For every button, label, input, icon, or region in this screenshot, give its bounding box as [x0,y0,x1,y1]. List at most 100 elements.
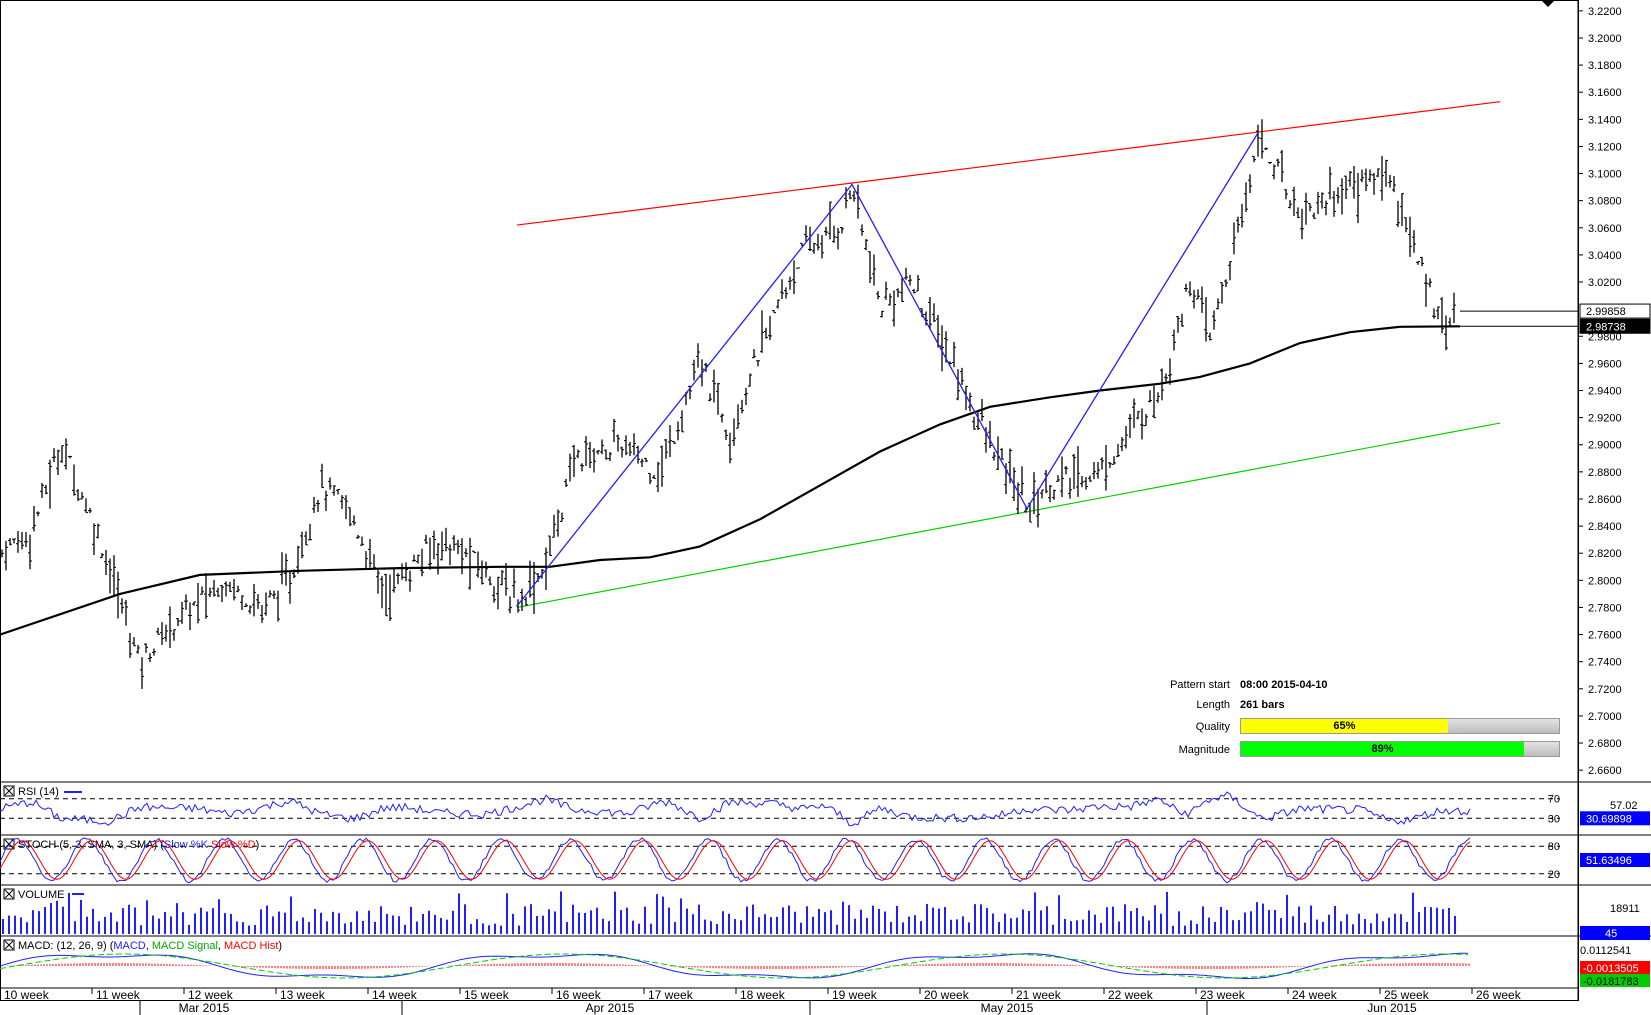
week-label: 21 week [1016,988,1062,1002]
stoch-level-label: 20 [1548,869,1560,881]
magnitude-percent: 89% [1371,743,1394,755]
price-tick-label: 2.9600 [1588,358,1622,370]
stoch-level-label: 80 [1548,841,1560,853]
week-label: 18 week [740,988,786,1002]
price-tick-label: 2.7800 [1588,602,1622,614]
stoch-panel: STOCH (5, 3, SMA, 3, SMA) (Slow %K Slow … [3,838,259,851]
current-price-label-box [1579,303,1651,319]
price-tick-label: 2.8400 [1588,521,1622,533]
pattern-start-label: Pattern start [1170,679,1230,691]
week-label: 20 week [924,988,970,1002]
collapse-triangle-icon[interactable] [1541,0,1555,7]
moving-average-line [0,325,1461,636]
rsi-level-label: 70 [1548,794,1560,806]
week-label: 23 week [1200,988,1246,1002]
price-tick-label: 2.8800 [1588,467,1622,479]
price-tick-label: 2.7000 [1588,711,1622,723]
week-label: 10 week [4,988,50,1002]
week-label: 26 week [1476,988,1522,1002]
price-tick-label: 3.1400 [1588,114,1622,126]
week-label: 15 week [464,988,510,1002]
price-tick-label: 2.9000 [1588,440,1622,452]
month-label: Mar 2015 [179,1001,230,1015]
quality-fill [1241,719,1448,733]
macd-panel: MACD: (12, 26, 9) (MACD, MACD Signal, MA… [3,939,282,952]
price-tick-label: 3.0600 [1588,223,1622,235]
week-label: 16 week [556,988,602,1002]
rsi-value: 30.69898 [1586,813,1632,825]
support-line [516,422,1501,609]
ma-value-label-box [1579,318,1651,334]
magnitude-fill [1241,742,1525,756]
price-tick-label: 2.9800 [1588,331,1622,343]
month-label: May 2015 [981,1001,1034,1015]
month-label: Apr 2015 [586,1001,635,1015]
week-label: 19 week [832,988,878,1002]
rsi-last-label: 57.02 [1610,800,1638,812]
rsi-level-label: 30 [1548,813,1560,825]
magnitude-label: Magnitude [1178,744,1230,756]
price-tick-label: 3.2000 [1588,33,1622,45]
macd-signal-value-box [1580,974,1650,987]
price-tick-label: 2.7200 [1588,684,1622,696]
rsi-label: RSI (14) [18,786,59,798]
pattern-start-value: 08:00 2015-04-10 [1240,679,1328,691]
price-axis: 3.2200 3.2000 3.1800 3.1600 3.1400 3.1200 3.10… [1578,6,1622,777]
week-label: 22 week [1108,988,1154,1002]
stoch-d-line [0,840,1471,880]
price-tick-label: 3.1200 [1588,141,1622,153]
week-label: 14 week [372,988,418,1002]
rsi-line [0,791,1471,827]
stoch-value: 51.63496 [1586,855,1632,867]
quality-label: Quality [1195,721,1230,733]
zigzag-line [516,132,1259,607]
price-tick-label: 3.1600 [1588,87,1622,99]
volume-panel: VOLUME [3,888,84,901]
week-label: 13 week [280,988,326,1002]
macd-signal-line [0,953,1469,979]
macd-label: MACD: (12, 26, 9) (MACD, MACD Signal, MA… [18,940,282,952]
price-tick-label: 3.1000 [1588,169,1622,181]
volume-value: 45 [1605,928,1617,940]
price-tick-label: 2.8000 [1588,575,1622,587]
week-label: 25 week [1384,988,1430,1002]
week-label: 12 week [188,988,234,1002]
price-tick-label: 2.7600 [1588,630,1622,642]
week-label: 17 week [648,988,694,1002]
price-labels: 2.99858 2.98738 [1579,303,1651,334]
price-tick-label: 3.0800 [1588,196,1622,208]
price-tick-label: 3.2200 [1588,6,1622,18]
quality-percent: 65% [1333,720,1356,732]
macd-hist-value-box [1580,961,1650,974]
price-tick-label: 2.8200 [1588,548,1622,560]
stoch-value-box [1580,853,1650,867]
price-tick-label: 3.0200 [1588,277,1622,289]
moving-average [0,310,1578,636]
length-label: Length [1196,699,1230,711]
price-bars [0,119,1456,689]
stoch-label: STOCH (5, 3, SMA, 3, SMA) (Slow %K Slow … [18,839,259,851]
time-axis: 10 week 11 week 12 week 13 week 14 week 15 we… [0,988,1522,1015]
macd-top-value: 0.0112541 [1580,945,1631,957]
length-value: 261 bars [1240,699,1285,711]
month-label: Jun 2015 [1367,1001,1417,1015]
channel-lines [516,101,1501,609]
week-label: 11 week [96,988,141,1002]
price-tick-label: 3.0400 [1588,250,1622,262]
volume-last-label: 18911 [1610,903,1640,915]
ma-value-label: 2.98738 [1586,321,1626,333]
price-tick-label: 2.9400 [1588,386,1622,398]
rsi-value-box [1580,811,1650,826]
resistance-line [516,101,1501,226]
price-tick-label: 2.6600 [1588,765,1622,777]
current-price-label: 2.99858 [1586,306,1626,318]
volume-label: VOLUME [18,889,64,901]
macd-signal-value: -0.0181783 [1583,976,1639,988]
volume-value-box [1580,926,1650,940]
price-tick-label: 2.9200 [1588,413,1622,425]
price-tick-label: 3.1800 [1588,60,1622,72]
price-tick-label: 2.6800 [1588,738,1622,750]
magnitude-bar: 89% [1240,741,1560,757]
zigzag-pattern [516,132,1259,607]
